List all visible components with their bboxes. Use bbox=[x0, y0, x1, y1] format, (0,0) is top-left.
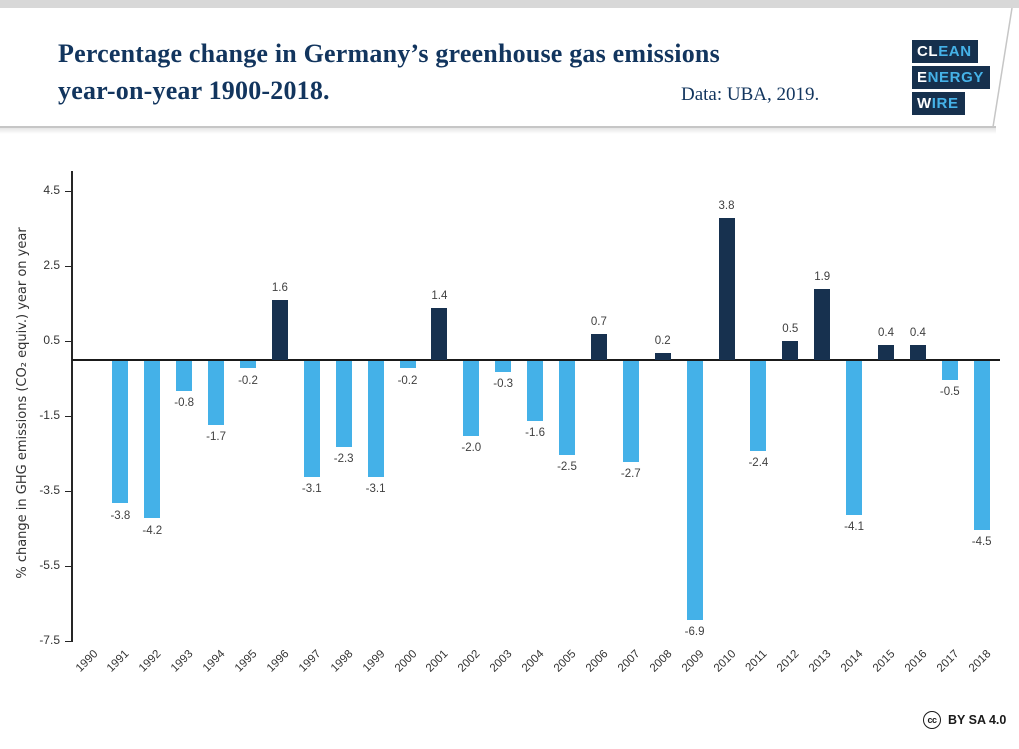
bar-value-label: 1.6 bbox=[271, 282, 288, 294]
bar-2000 bbox=[399, 360, 416, 369]
bar-value-label: -0.2 bbox=[397, 374, 418, 387]
bar-value-label: 0.5 bbox=[782, 323, 799, 336]
bar-1998 bbox=[335, 360, 352, 447]
y-axis-tick bbox=[65, 415, 71, 417]
bar-2003 bbox=[495, 360, 512, 372]
bar-1996 bbox=[271, 300, 288, 360]
y-tick-label: -5.5 bbox=[39, 558, 60, 573]
license-text: BY SA 4.0 bbox=[948, 713, 1007, 727]
bar-2001 bbox=[431, 307, 448, 360]
y-axis-line bbox=[71, 171, 73, 642]
bar-value-label: -0.2 bbox=[238, 374, 258, 387]
bar-value-label: -2.4 bbox=[748, 457, 769, 469]
bar-1991 bbox=[112, 360, 129, 504]
bar-value-label: -2.0 bbox=[461, 442, 482, 454]
bar-value-label: -1.7 bbox=[206, 430, 226, 443]
y-axis-tick bbox=[65, 340, 71, 342]
logo-text-blue: EAN bbox=[938, 43, 972, 60]
bar-value-label: -4.1 bbox=[844, 520, 864, 533]
license-badge: cc BY SA 4.0 bbox=[923, 709, 1006, 731]
y-axis-tick bbox=[65, 265, 71, 267]
bar-1992 bbox=[144, 360, 161, 519]
header-diagonal-edge bbox=[992, 7, 1013, 128]
y-axis-tick bbox=[65, 640, 71, 642]
header-shadow bbox=[0, 128, 996, 134]
bar-value-label: 0.4 bbox=[909, 327, 926, 339]
logo-row-energy: ENERGY bbox=[912, 66, 990, 89]
bar-2012 bbox=[782, 341, 799, 360]
bar-value-label: 3.8 bbox=[718, 199, 735, 212]
bar-value-label: -0.3 bbox=[493, 378, 514, 391]
page-title-line1: Percentage change in Germany’s greenhous… bbox=[58, 39, 720, 68]
bar-2004 bbox=[527, 360, 544, 421]
bar-2007 bbox=[622, 360, 639, 462]
y-tick-label: 2.5 bbox=[43, 258, 60, 273]
y-tick-label: -3.5 bbox=[39, 483, 60, 498]
bar-2011 bbox=[750, 360, 767, 451]
top-gray-strip bbox=[0, 0, 1019, 8]
bar-1994 bbox=[208, 360, 225, 425]
y-tick-label: 0.5 bbox=[43, 333, 60, 348]
logo-text-blue: IRE bbox=[931, 95, 959, 112]
bar-value-label: 0.7 bbox=[590, 315, 607, 328]
y-tick-label: 4.5 bbox=[43, 183, 60, 198]
logo-text-white: W bbox=[917, 95, 932, 112]
logo-text-white: E bbox=[917, 69, 928, 86]
bar-1993 bbox=[176, 360, 193, 391]
bar-2016 bbox=[909, 345, 926, 360]
bar-value-label: -3.1 bbox=[301, 483, 322, 496]
bar-2010 bbox=[718, 217, 735, 360]
logo-row-wire: WIRE bbox=[912, 92, 965, 115]
y-axis-tick bbox=[65, 190, 71, 192]
data-source-label: Data: UBA, 2019. bbox=[681, 84, 820, 105]
logo-text-blue: NERGY bbox=[927, 69, 984, 86]
bar-2017 bbox=[941, 360, 958, 380]
cc-icon: cc bbox=[923, 711, 941, 729]
bar-value-label: -2.5 bbox=[557, 460, 577, 473]
bar-value-label: -0.8 bbox=[174, 397, 195, 409]
bar-value-label: -2.7 bbox=[620, 468, 641, 481]
bar-value-label: 1.9 bbox=[814, 270, 831, 283]
logo-text-white: CL bbox=[917, 43, 939, 60]
bar-2015 bbox=[878, 345, 894, 360]
bar-2009 bbox=[686, 360, 703, 620]
logo-row-clean: CLEAN bbox=[912, 40, 978, 63]
bar-1997 bbox=[303, 360, 320, 477]
page-title-line2: year-on-year 1900-2018. bbox=[58, 76, 330, 105]
bar-2018 bbox=[973, 360, 990, 530]
clew-logo: CLEAN ENERGY WIRE bbox=[912, 40, 990, 118]
bar-value-label: -0.5 bbox=[939, 385, 960, 398]
bar-value-label: -4.2 bbox=[142, 524, 163, 537]
bar-value-label: -2.3 bbox=[333, 453, 354, 466]
bar-value-label: -3.1 bbox=[365, 483, 386, 496]
bar-2014 bbox=[846, 360, 863, 515]
header: Percentage change in Germany’s greenhous… bbox=[0, 8, 1019, 127]
bar-2013 bbox=[814, 288, 831, 360]
bar-value-label: -4.5 bbox=[971, 535, 992, 548]
bar-1999 bbox=[367, 360, 384, 477]
bar-value-label: -1.6 bbox=[525, 427, 545, 439]
bar-2006 bbox=[590, 333, 607, 360]
header-divider bbox=[0, 126, 996, 128]
bar-2005 bbox=[559, 360, 575, 455]
bar-value-label: 0.2 bbox=[654, 334, 671, 347]
bar-value-label: -6.9 bbox=[684, 625, 705, 638]
y-axis-tick bbox=[65, 490, 71, 492]
bar-2008 bbox=[654, 352, 671, 360]
bar-1995 bbox=[240, 360, 256, 369]
x-axis-zero-line bbox=[72, 359, 1000, 361]
bar-value-label: 0.4 bbox=[878, 327, 894, 339]
y-tick-label: -7.5 bbox=[39, 633, 60, 648]
bar-2002 bbox=[463, 360, 480, 436]
bar-value-label: -3.8 bbox=[110, 509, 131, 522]
y-axis-tick bbox=[65, 565, 71, 567]
y-tick-label: -1.5 bbox=[39, 408, 60, 423]
bar-value-label: 1.4 bbox=[431, 289, 448, 302]
